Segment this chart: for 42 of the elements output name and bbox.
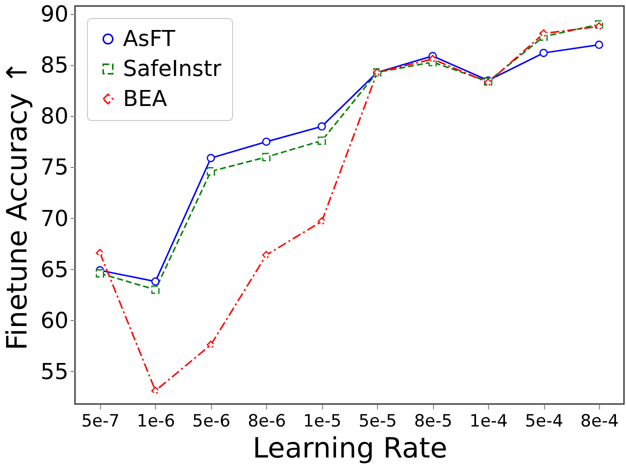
point xyxy=(539,48,548,58)
point xyxy=(594,22,604,31)
y-tick-label: 90 xyxy=(40,2,68,28)
y-tick-label: 55 xyxy=(40,360,68,385)
x-tick-label: 8e-5 xyxy=(414,412,452,432)
y-tick-label: 75 xyxy=(40,156,68,181)
x-tick-label: 1e-6 xyxy=(136,412,176,432)
point xyxy=(262,138,270,146)
y-tick-label: 85 xyxy=(40,54,68,79)
point xyxy=(206,167,215,176)
legend-label: SafeInstr xyxy=(123,57,222,82)
x-tick-label: 1e-5 xyxy=(303,412,342,432)
point xyxy=(262,152,270,162)
y-tick-label: 70 xyxy=(40,206,68,232)
y-tick-label: 80 xyxy=(40,104,68,130)
point xyxy=(151,277,160,286)
x-tick-label: 8e-4 xyxy=(580,412,619,432)
legend-label: AsFT xyxy=(123,27,176,52)
x-axis-title: Learning Rate xyxy=(252,432,448,464)
point xyxy=(539,29,548,38)
point xyxy=(318,136,326,145)
y-tick-label: 65 xyxy=(40,258,68,283)
x-tick-label: 8e-6 xyxy=(248,412,286,432)
point xyxy=(262,250,270,260)
x-tick-label: 5e-6 xyxy=(192,412,230,432)
y-tick-label: 60 xyxy=(40,308,68,334)
point xyxy=(96,269,104,278)
point xyxy=(206,340,215,349)
point xyxy=(151,386,160,395)
legend-label: BEA xyxy=(123,87,168,112)
y-axis-title: Finetune Accuracy ↑ xyxy=(0,60,34,350)
point xyxy=(318,217,326,226)
x-tick-label: 5e-7 xyxy=(81,412,120,432)
point xyxy=(318,122,326,131)
point xyxy=(206,154,215,162)
x-tick-label: 5e-5 xyxy=(358,412,397,432)
x-tick-label: 1e-4 xyxy=(470,412,508,432)
point xyxy=(428,54,437,64)
point xyxy=(96,248,104,258)
x-tick-label: 5e-4 xyxy=(524,412,564,432)
point xyxy=(151,286,160,294)
point xyxy=(594,40,604,49)
